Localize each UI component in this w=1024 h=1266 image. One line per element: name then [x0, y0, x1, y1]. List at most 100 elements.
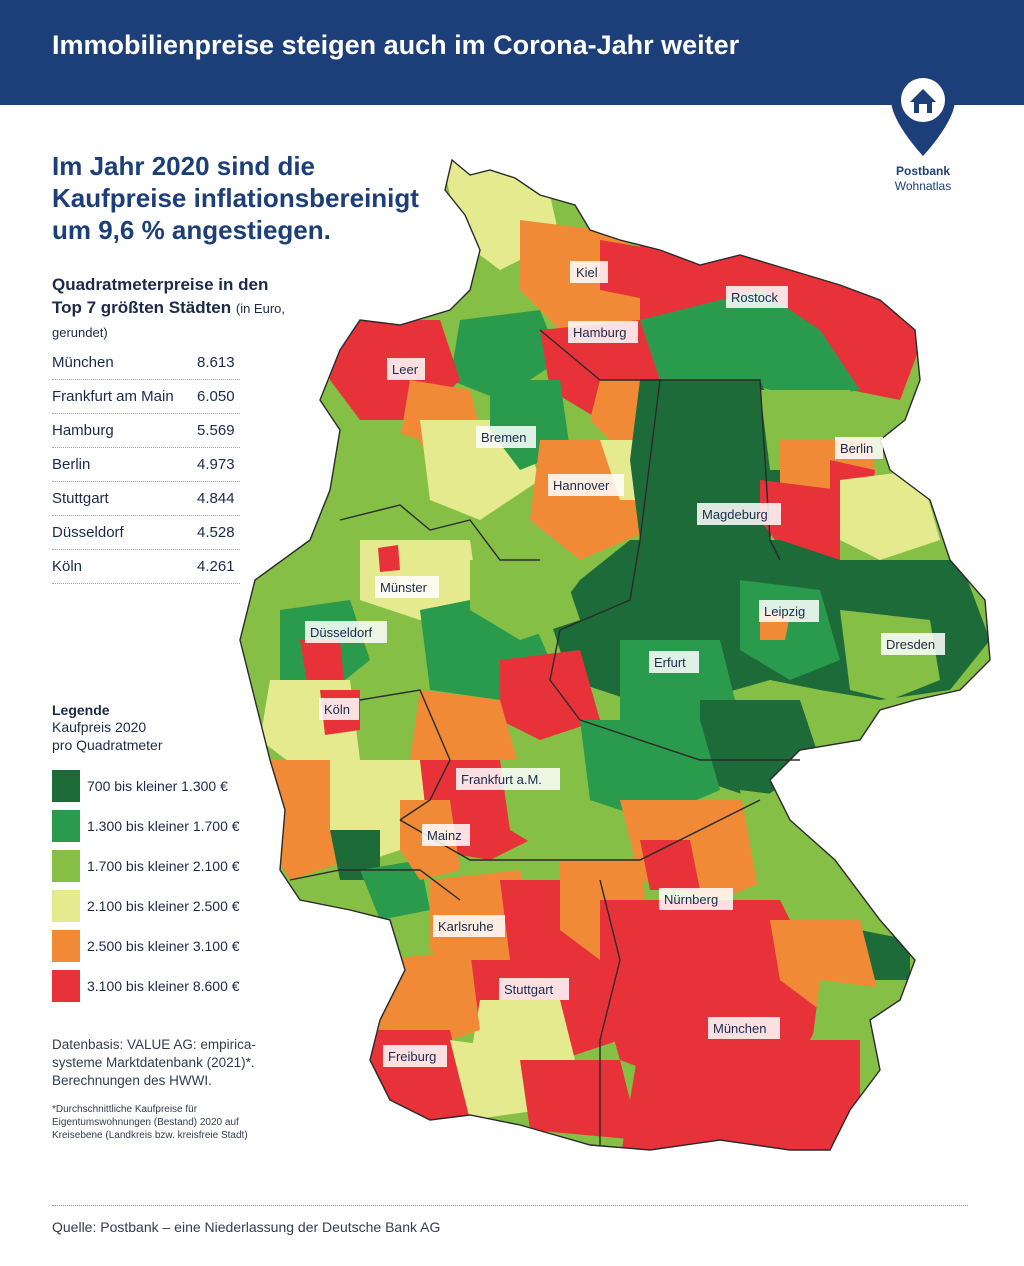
region-emsland [330, 410, 430, 540]
city-label-duesseldorf: Düsseldorf [305, 621, 387, 643]
city-name: Köln [52, 558, 83, 575]
legend-item: 1.700 bis kleiner 2.100 € [52, 850, 252, 890]
legend-swatch [52, 970, 80, 1002]
city-price: 4.261 [197, 558, 235, 575]
city-labels: Kiel Rostock Hamburg Leer Bremen Berlin … [305, 261, 945, 1067]
data-source: Datenbasis: VALUE AG: empirica-systeme M… [52, 1037, 256, 1088]
city-label-muenchen: München [708, 1017, 780, 1039]
city-label-mainz: Mainz [422, 824, 470, 846]
legend-label: 1.300 bis kleiner 1.700 € [87, 818, 240, 834]
city-label-text: München [713, 1021, 766, 1036]
house-pin-icon [891, 68, 955, 156]
page-title: Immobilienpreise steigen auch im Corona-… [52, 30, 740, 60]
legend-item: 2.500 bis kleiner 3.100 € [52, 930, 252, 970]
headline: Im Jahr 2020 sind die Kaufpreise inflati… [52, 151, 419, 245]
region-mecklenburg [640, 290, 860, 400]
city-label-text: Erfurt [654, 655, 686, 670]
city-label-muenster: Münster [375, 576, 439, 598]
city-label-text: Leer [392, 362, 419, 377]
city-price: 8.613 [197, 354, 235, 371]
region-schwarzwald [450, 1040, 540, 1120]
legend-label: 3.100 bis kleiner 8.600 € [87, 978, 240, 994]
city-label-magdeburg: Magdeburg [697, 503, 781, 525]
cities-table: München 8.613 Frankfurt am Main 6.050 Hamb… [52, 346, 240, 584]
table-row: Berlin 4.973 [52, 448, 240, 482]
city-label-text: Frankfurt a.M. [461, 772, 542, 787]
legend-label: 2.500 bis kleiner 3.100 € [87, 938, 240, 954]
city-label-text: Kiel [576, 265, 598, 280]
city-label-text: Hamburg [573, 325, 626, 340]
region-ortenau [380, 950, 480, 1050]
city-label-text: Leipzig [764, 604, 805, 619]
legend-swatch [52, 770, 80, 802]
city-price: 4.844 [197, 490, 235, 507]
divider [52, 1205, 968, 1206]
city-label-hannover: Hannover [548, 474, 624, 496]
region-bayerwald [860, 930, 910, 980]
city-price: 4.528 [197, 524, 235, 541]
region-unterfranken [580, 720, 720, 820]
city-label-dresden: Dresden [881, 633, 945, 655]
city-name: Düsseldorf [52, 524, 124, 541]
city-label-text: Rostock [731, 290, 778, 305]
legend-item: 2.100 bis kleiner 2.500 € [52, 890, 252, 930]
city-name: Hamburg [52, 422, 114, 439]
cities-heading: Quadratmeterpreise in den Top 7 größten … [52, 273, 302, 344]
city-label-text: Freiburg [388, 1049, 436, 1064]
region-muenster-city [378, 545, 400, 572]
legend-item: 3.100 bis kleiner 8.600 € [52, 970, 252, 1010]
city-price: 4.973 [197, 456, 235, 473]
city-label-leipzig: Leipzig [759, 600, 819, 622]
table-row: Stuttgart 4.844 [52, 482, 240, 516]
city-price: 6.050 [197, 388, 235, 405]
legend-item: 1.300 bis kleiner 1.700 € [52, 810, 252, 850]
city-label-text: Stuttgart [504, 982, 554, 997]
city-label-nuernberg: Nürnberg [659, 888, 733, 910]
legend-swatch [52, 850, 80, 882]
table-row: Düsseldorf 4.528 [52, 516, 240, 550]
city-name: Stuttgart [52, 490, 109, 507]
legend-label: 700 bis kleiner 1.300 € [87, 778, 228, 794]
region-nuernberg-city [640, 840, 700, 890]
footer-source: Quelle: Postbank – eine Niederlassung de… [52, 1219, 441, 1235]
cities-note: (in Euro, gerundet) [52, 301, 285, 340]
city-label-rostock: Rostock [726, 286, 788, 308]
city-label-berlin: Berlin [835, 437, 883, 459]
region-cuxhaven [450, 310, 560, 400]
legend-swatch [52, 930, 80, 962]
city-label-text: Nürnberg [664, 892, 718, 907]
table-row: Köln 4.261 [52, 550, 240, 584]
state-borders [289, 329, 800, 1145]
city-label-erfurt: Erfurt [649, 651, 699, 673]
city-label-text: Magdeburg [702, 507, 768, 522]
city-label-text: Hannover [553, 478, 610, 493]
region-saarland [360, 860, 430, 920]
legend-items: 700 bis kleiner 1.300 € 1.300 bis kleine… [52, 770, 252, 1010]
city-label-freiburg: Freiburg [383, 1045, 447, 1067]
city-label-text: Düsseldorf [310, 625, 373, 640]
postbank-logo: Postbank Wohnatlas [878, 66, 968, 196]
city-label-text: Berlin [840, 441, 873, 456]
region-aachen-eifel [260, 760, 350, 880]
city-label-text: Mainz [427, 828, 462, 843]
city-label-frankfurt: Frankfurt a.M. [456, 768, 560, 790]
region-weserbergland [470, 560, 580, 640]
city-label-hamburg: Hamburg [568, 321, 638, 343]
table-row: München 8.613 [52, 346, 240, 380]
cities-heading-text: Quadratmeterpreise in den Top 7 größten … [52, 275, 269, 317]
logo-sub: Wohnatlas [894, 179, 952, 193]
region-alpen [620, 1040, 860, 1150]
city-name: Frankfurt am Main [52, 388, 174, 405]
table-row: Hamburg 5.569 [52, 414, 240, 448]
region-oder [840, 470, 940, 560]
region-bodensee [520, 1060, 640, 1140]
footnote: *Durchschnittliche Kaufpreise für Eigent… [52, 1104, 248, 1141]
legend-swatch [52, 890, 80, 922]
logo-brand: Postbank [895, 164, 950, 178]
legend-item: 700 bis kleiner 1.300 € [52, 770, 252, 810]
table-row: Frankfurt am Main 6.050 [52, 380, 240, 414]
legend-label: 2.100 bis kleiner 2.500 € [87, 898, 240, 914]
city-price: 5.569 [197, 422, 235, 439]
city-label-koeln: Köln [319, 698, 359, 720]
